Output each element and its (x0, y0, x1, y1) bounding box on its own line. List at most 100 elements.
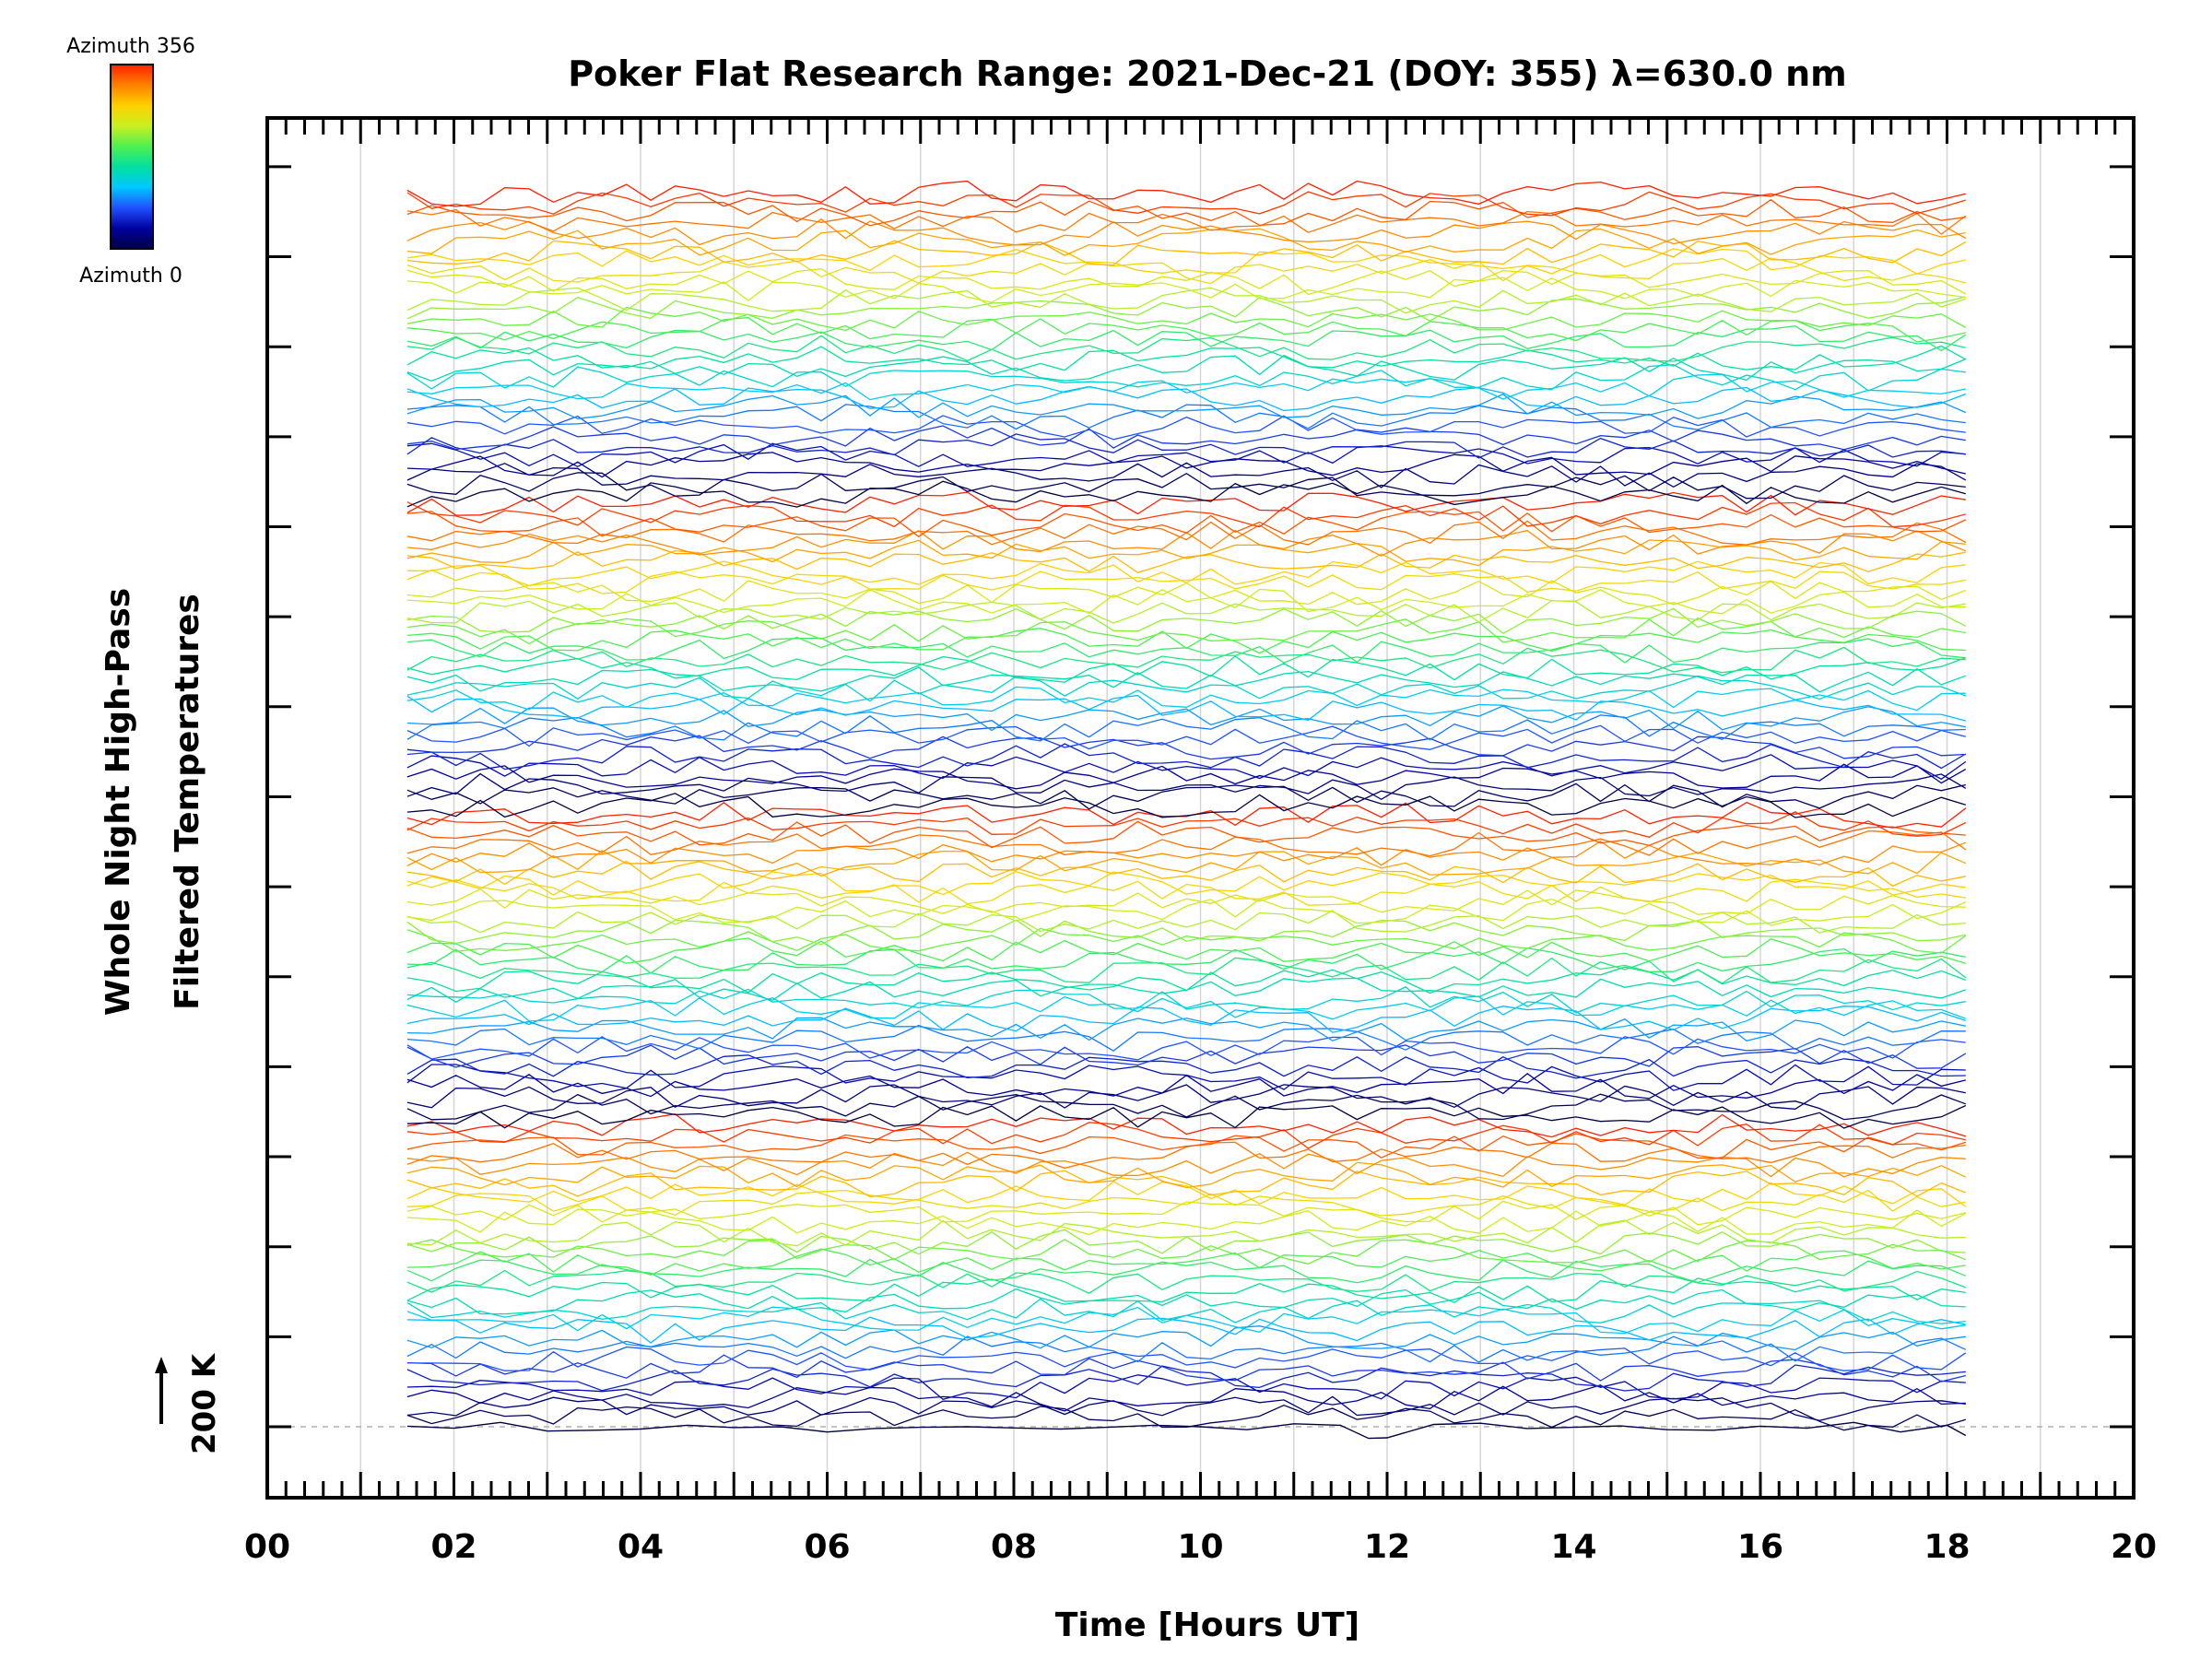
x-tick-label: 14 (1550, 1528, 1596, 1566)
series-line (406, 1219, 1966, 1247)
series-line (406, 1084, 1966, 1110)
series-line (406, 772, 1967, 801)
series-line (406, 452, 1966, 478)
series-line (406, 1335, 1967, 1363)
x-tick-label: 04 (618, 1528, 664, 1566)
x-tick-label: 20 (2111, 1528, 2157, 1566)
series-line (406, 898, 1967, 926)
series-line (406, 335, 1966, 362)
series-line (406, 947, 1966, 974)
series-line (406, 364, 1966, 392)
series-line (406, 1208, 1967, 1236)
series-line (406, 1064, 1966, 1091)
scale-bar-arrowhead (155, 1357, 168, 1373)
series-line (406, 442, 1966, 468)
grid (267, 118, 2134, 1498)
series-line (406, 995, 1967, 1022)
series-line (406, 646, 1966, 674)
series-line (406, 714, 1966, 742)
series-line (406, 1384, 1966, 1412)
series-line (406, 306, 1967, 332)
series-line (406, 1122, 1966, 1149)
series-line (406, 539, 1966, 567)
series-line (406, 462, 1967, 488)
series-line (406, 393, 1967, 419)
series-line (406, 1316, 1966, 1344)
series-line (406, 1288, 1966, 1315)
series-line (406, 820, 1966, 849)
series-line (406, 491, 1966, 516)
scale-bar: 200 K (155, 1352, 223, 1454)
x-tick-label: 18 (1924, 1528, 1970, 1566)
series-line (406, 888, 1966, 915)
series-line (406, 1354, 1966, 1382)
series-line (406, 1189, 1966, 1217)
series-line (406, 511, 1967, 537)
series-line (406, 986, 1966, 1014)
series-line (406, 1141, 1966, 1170)
series-line (406, 287, 1967, 314)
series-line (406, 1258, 1967, 1284)
series-line (406, 1093, 1967, 1121)
x-tick-label: 12 (1364, 1528, 1410, 1566)
series-line (406, 694, 1966, 722)
series-group (406, 180, 1967, 1440)
series-line (406, 1044, 1967, 1069)
series-line (406, 919, 1966, 946)
series-line (406, 1170, 1967, 1198)
series-line (406, 793, 1966, 818)
series-line (406, 267, 1967, 296)
series-line (406, 830, 1967, 857)
series-line (406, 618, 1966, 645)
series-line (406, 404, 1966, 430)
series-line (406, 345, 1967, 371)
x-tick-labels: 00 02 04 06 08 10 12 14 16 18 20 (244, 1528, 2157, 1566)
series-line (406, 248, 1966, 276)
series-line (406, 860, 1966, 888)
series-line (406, 782, 1966, 810)
series-line (406, 763, 1967, 790)
series-line (406, 1181, 1967, 1207)
series-line (406, 910, 1966, 934)
series-line (406, 588, 1966, 615)
x-tick-label: 08 (991, 1528, 1037, 1566)
series-line (406, 937, 1966, 964)
y-axis-label-line1: Whole Night High-Pass (100, 588, 137, 1016)
series-line (406, 801, 1967, 829)
series-line (406, 1036, 1966, 1061)
series-line (406, 218, 1967, 246)
series-line (406, 198, 1966, 227)
series-line (406, 1374, 1966, 1401)
series-line (406, 666, 1967, 693)
series-line (406, 1151, 1966, 1178)
series-line (406, 1054, 1966, 1079)
x-tick-label: 10 (1177, 1528, 1223, 1566)
series-line (406, 870, 1966, 896)
series-line (406, 385, 1967, 412)
series-line (406, 191, 1966, 217)
series-line (406, 373, 1966, 401)
series-line (406, 1200, 1966, 1226)
series-line (406, 549, 1966, 574)
series-line (406, 705, 1966, 732)
series-line (406, 425, 1966, 451)
series-line (406, 743, 1967, 771)
series-line (406, 1113, 1966, 1138)
x-tick-label: 16 (1737, 1528, 1783, 1566)
series-line (406, 1133, 1966, 1159)
series-line (406, 599, 1966, 624)
series-line (406, 240, 1967, 266)
series-line (406, 228, 1966, 256)
series-line (406, 811, 1967, 838)
series-line (406, 1248, 1966, 1276)
series-line (406, 724, 1966, 750)
series-line (406, 296, 1966, 322)
series-line (406, 686, 1966, 712)
colorbar-bottom-label: Azimuth 0 (79, 265, 182, 288)
series-line (406, 415, 1966, 441)
series-line (406, 501, 1966, 528)
series-line (406, 1006, 1967, 1033)
series-line (406, 180, 1966, 207)
